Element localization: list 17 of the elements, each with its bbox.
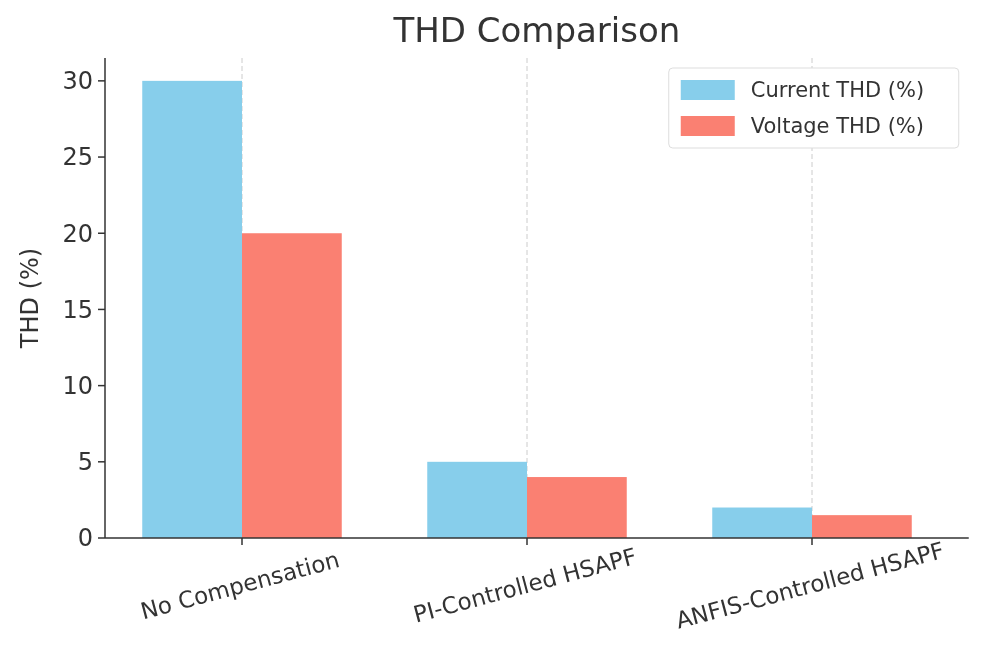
y-tick-label: 15 bbox=[62, 295, 93, 324]
y-axis-title: THD (%) bbox=[16, 247, 44, 350]
legend-label: Voltage THD (%) bbox=[750, 114, 924, 139]
y-tick-label: 30 bbox=[62, 67, 93, 96]
y-tick-label: 25 bbox=[62, 143, 93, 172]
bar bbox=[812, 515, 912, 538]
y-tick-label: 20 bbox=[62, 219, 93, 248]
y-tick-label: 10 bbox=[62, 372, 93, 401]
legend-label: Current THD (%) bbox=[750, 78, 925, 103]
y-tick-label: 5 bbox=[77, 448, 93, 477]
bar bbox=[427, 461, 527, 538]
bar bbox=[142, 80, 242, 538]
bar bbox=[527, 477, 627, 538]
y-tick-label: 0 bbox=[77, 524, 93, 553]
bar bbox=[712, 507, 812, 538]
chart-title: THD Comparison bbox=[392, 10, 681, 50]
bar bbox=[242, 233, 342, 538]
